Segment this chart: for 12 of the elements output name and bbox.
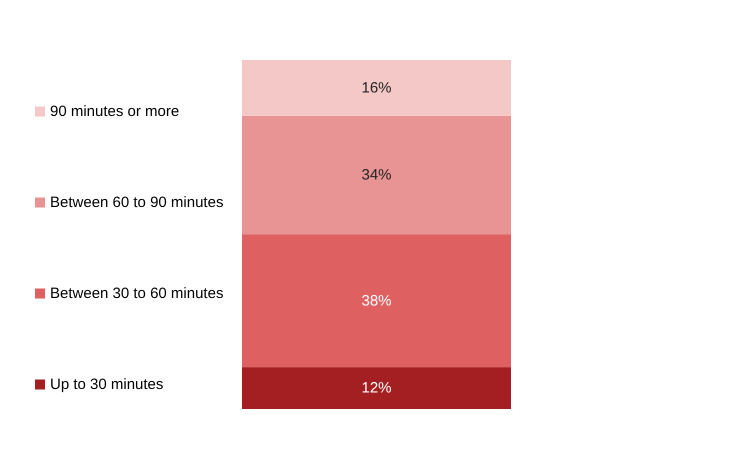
- bar: [242, 367, 511, 409]
- data-label: 38%: [361, 292, 392, 310]
- legend-label: Up to 30 minutes: [50, 376, 164, 393]
- data-label: 12%: [361, 380, 392, 397]
- bar: [242, 116, 511, 234]
- data-label: 16%: [361, 79, 392, 96]
- legend-label: Between 60 to 90 minutes: [50, 194, 224, 211]
- bar: [242, 60, 511, 116]
- bar: [242, 234, 511, 368]
- data-label: 34%: [361, 166, 392, 184]
- legend-label: Between 30 to 60 minutes: [50, 285, 224, 302]
- legend-label: 90 minutes or more: [50, 103, 180, 120]
